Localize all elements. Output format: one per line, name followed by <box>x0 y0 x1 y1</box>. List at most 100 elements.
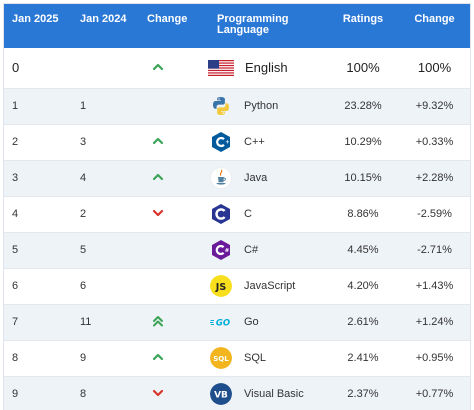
rank-2024-cell: 5 <box>80 244 87 256</box>
ratings-cell: 2.61% <box>347 316 379 328</box>
svg-text:GO: GO <box>216 319 230 329</box>
rank-2025-cell: 1 <box>12 100 19 112</box>
language-cell: Python <box>207 88 327 124</box>
language-cell: # C# <box>207 232 327 268</box>
header-change-percent[interactable]: Change <box>414 13 455 25</box>
language-name: Visual Basic <box>244 388 304 401</box>
language-wrapper: Java <box>207 167 327 189</box>
rank-2025-cell: 8 <box>12 352 19 364</box>
header-jan2024[interactable]: Jan 2024 <box>80 13 127 25</box>
header-ratings[interactable]: Ratings <box>342 13 384 25</box>
language-cell: GO Go <box>207 304 327 340</box>
table-row: 9 8 VB Visual Basic 2.37% +0.77% <box>4 376 470 410</box>
table-row: 8 9 SQL SQL 2.41% +0.95% <box>4 340 470 376</box>
table-body: 0English100%100%11Python23.28%+9.32%23++… <box>4 48 470 410</box>
language-name: Python <box>244 100 279 112</box>
change-cell: -2.59% <box>417 208 452 220</box>
java-logo-icon <box>210 167 232 189</box>
ratings-cell: 4.45% <box>347 244 379 256</box>
trend-down-icon <box>152 209 164 216</box>
language-name: C# <box>244 244 259 256</box>
ratings-cell: 10.15% <box>344 172 382 184</box>
rank-2024-cell <box>72 48 139 88</box>
language-wrapper: Python <box>207 95 327 117</box>
c-logo-icon <box>212 204 230 224</box>
trend-up-icon <box>152 137 164 144</box>
rank-2024-cell: 9 <box>80 352 87 364</box>
trend-cell <box>139 304 207 340</box>
change-cell: +1.43% <box>415 280 454 292</box>
table-header-row: Jan 2025 Jan 2024 Change Programming Lan… <box>4 4 470 48</box>
trend-up-icon <box>152 173 164 180</box>
python-logo-icon <box>213 97 229 115</box>
change-cell: +9.32% <box>415 100 454 112</box>
language-wrapper: JS JavaScript <box>207 275 327 297</box>
language-cell: JS JavaScript <box>207 268 327 304</box>
table-row: 6 6 JS JavaScript 4.20% +1.43% <box>4 268 470 304</box>
svg-text:++: ++ <box>225 140 232 146</box>
visual-basic-logo-icon: VB <box>210 383 232 406</box>
language-name: English <box>245 60 288 76</box>
ratings-cell: 2.41% <box>347 352 379 364</box>
trend-cell <box>139 340 207 376</box>
svg-text:VB: VB <box>214 391 228 401</box>
go-logo-icon: GO <box>210 319 230 329</box>
language-wrapper: English <box>207 59 327 76</box>
trend-cell <box>139 160 207 196</box>
language-cell: VB Visual Basic <box>207 376 327 410</box>
ratings-cell: 23.28% <box>344 100 382 112</box>
javascript-logo-icon: JS <box>210 275 232 297</box>
us-flag-icon <box>208 59 234 76</box>
rank-2024-cell: 1 <box>80 100 87 112</box>
header-programming-language[interactable]: Programming Language <box>217 13 289 36</box>
language-cell: C <box>207 196 327 232</box>
svg-text:SQL: SQL <box>213 355 229 363</box>
language-wrapper: GO Go <box>207 311 327 333</box>
language-cell: Java <box>207 160 327 196</box>
rank-2024-cell: 8 <box>80 388 87 401</box>
change-cell: +2.28% <box>415 172 454 184</box>
trend-cell <box>139 196 207 232</box>
language-name: Java <box>244 172 268 184</box>
rank-2024-cell: 4 <box>80 172 87 184</box>
svg-text:#: # <box>225 248 230 254</box>
language-name: SQL <box>244 352 267 364</box>
language-wrapper: SQL SQL <box>207 347 327 369</box>
ranking-table-container: Jan 2025 Jan 2024 Change Programming Lan… <box>3 3 471 410</box>
trend-cell <box>139 232 207 268</box>
rank-2024-cell: 11 <box>80 316 92 328</box>
table-row: 0 English 100% 100% <box>4 48 470 88</box>
rank-2024-cell: 2 <box>80 208 87 220</box>
csharp-logo-icon: # <box>212 240 230 260</box>
rank-2025-cell: 4 <box>12 208 19 220</box>
rank-2025-cell: 9 <box>12 388 19 401</box>
language-wrapper: ++ C++ <box>207 131 327 153</box>
header-change[interactable]: Change <box>147 13 188 25</box>
table-row: 2 3 ++ C++ 10.29% +0.33% <box>4 124 470 160</box>
trend-cell <box>139 376 207 410</box>
header-jan2025[interactable]: Jan 2025 <box>12 13 59 25</box>
table-row: 4 2 C 8.86% -2.59% <box>4 196 470 232</box>
ratings-cell: 2.37% <box>347 388 379 401</box>
trend-down-icon <box>152 389 164 396</box>
rank-2024-cell: 6 <box>80 280 87 292</box>
rank-2025-cell: 3 <box>12 172 19 184</box>
change-cell: +1.24% <box>415 316 454 328</box>
rank-2025-cell: 0 <box>12 60 20 76</box>
change-cell: -2.71% <box>417 244 452 256</box>
trend-cell <box>139 268 207 304</box>
ratings-cell: 8.86% <box>347 208 379 220</box>
language-name: JavaScript <box>244 280 296 292</box>
language-wrapper: C <box>207 203 327 225</box>
rank-2025-cell: 5 <box>12 244 19 256</box>
trend-double-up-icon <box>153 315 163 326</box>
language-wrapper: # C# <box>207 239 327 261</box>
table-row: 1 1 Python 23.28% +9.32% <box>4 88 470 124</box>
table-row: 7 11 GO Go 2.61% +1.24% <box>4 304 470 340</box>
ratings-cell: 4.20% <box>347 280 379 292</box>
rank-2025-cell: 6 <box>12 280 19 292</box>
sql-logo-icon: SQL <box>210 347 232 369</box>
trend-up-icon <box>152 353 164 360</box>
language-name: C <box>244 208 252 220</box>
svg-text:JS: JS <box>215 282 227 293</box>
